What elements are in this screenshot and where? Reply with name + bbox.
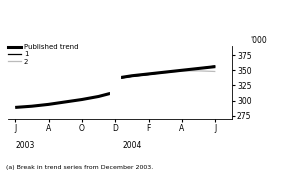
Text: 2004: 2004 [122,141,142,150]
Text: 2003: 2003 [15,141,35,150]
Legend: Published trend, 1, 2: Published trend, 1, 2 [8,44,78,65]
Text: (a) Break in trend series from December 2003.: (a) Break in trend series from December … [6,165,153,170]
Text: '000: '000 [250,36,267,45]
